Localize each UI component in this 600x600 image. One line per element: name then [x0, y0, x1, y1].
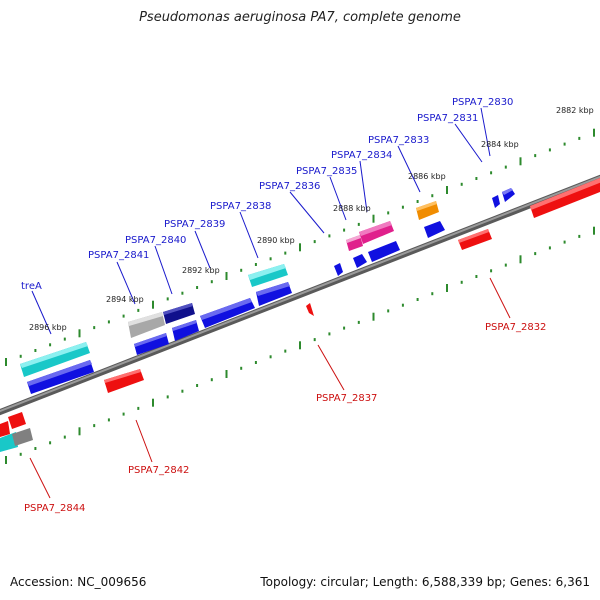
accession-text: Accession: NC_009656 [10, 575, 147, 589]
gene-label: PSPA7_2841 [88, 250, 149, 261]
gene-label: PSPA7_2831 [417, 113, 478, 124]
gene-label: PSPA7_2837 [316, 393, 377, 404]
forward-gene-labels: PSPA7_2830 PSPA7_2831 PSPA7_2833 PSPA7_2… [21, 97, 513, 292]
gene-label: PSPA7_2839 [164, 219, 225, 230]
gene-label: PSPA7_2840 [125, 235, 186, 246]
gene-label: PSPA7_2834 [331, 150, 392, 161]
gene-block-2844 [0, 428, 33, 452]
gene-block-2838b [256, 282, 292, 306]
gene-block-2833 [416, 201, 439, 220]
gene-block-2835 [346, 235, 363, 251]
gene-block-2839 [200, 298, 255, 328]
kbp-label: 2892 kbp [182, 266, 220, 275]
tick-row-outer [5, 128, 595, 366]
gene-block-trea [20, 342, 90, 377]
kbp-labels: 2882 kbp 2884 kbp 2886 kbp 2888 kbp 2890… [29, 106, 594, 332]
gene-label: treA [21, 281, 42, 292]
gene-block-2830 [502, 188, 515, 202]
label-connectors [29, 107, 511, 499]
kbp-label: 2894 kbp [106, 295, 144, 304]
gene-label: PSPA7_2832 [485, 322, 546, 333]
gene-label: PSPA7_2833 [368, 135, 429, 146]
gene-block-2835b [368, 241, 400, 262]
gene-label: PSPA7_2836 [259, 181, 320, 192]
tick-row-inner [5, 226, 595, 464]
forward-gene-blocks [20, 188, 515, 394]
gene-block-2842 [104, 369, 144, 393]
kbp-label: 2882 kbp [556, 106, 594, 115]
gene-block-2837 [306, 303, 314, 316]
reverse-gene-blocks [0, 178, 600, 452]
kbp-label: 2888 kbp [333, 204, 371, 213]
gene-block-2841b [134, 333, 169, 355]
topology-text: Topology: circular; Length: 6,588,339 bp… [260, 575, 590, 589]
gene-block-2832 [458, 229, 492, 250]
gene-block-2835c [353, 254, 367, 268]
reverse-gene-labels: PSPA7_2832 PSPA7_2837 PSPA7_2842 PSPA7_2… [24, 322, 546, 514]
gene-block-2838 [248, 264, 288, 287]
gene-block-trea-b [27, 360, 94, 394]
kbp-label: 2884 kbp [481, 140, 519, 149]
gene-block-2834 [359, 221, 394, 244]
gene-block-2841 [128, 312, 165, 338]
kbp-label: 2890 kbp [257, 236, 295, 245]
gene-label: PSPA7_2842 [128, 465, 189, 476]
gene-block-2840b [172, 320, 199, 341]
gene-block-2831 [492, 195, 500, 208]
gene-block-2840 [163, 303, 195, 324]
gene-label: PSPA7_2830 [452, 97, 513, 108]
gene-block-2832a [530, 178, 600, 218]
map-title: Pseudomonas aeruginosa PA7, complete gen… [139, 10, 461, 25]
backbone [0, 174, 600, 416]
gene-block-2833b [424, 221, 445, 238]
kbp-label: 2896 kbp [29, 323, 67, 332]
gene-block-2844a [0, 412, 26, 437]
gene-block-2836 [334, 263, 343, 276]
gene-label: PSPA7_2844 [24, 503, 85, 514]
gene-label: PSPA7_2838 [210, 201, 271, 212]
kbp-label: 2886 kbp [408, 172, 446, 181]
gene-label: PSPA7_2835 [296, 166, 357, 177]
